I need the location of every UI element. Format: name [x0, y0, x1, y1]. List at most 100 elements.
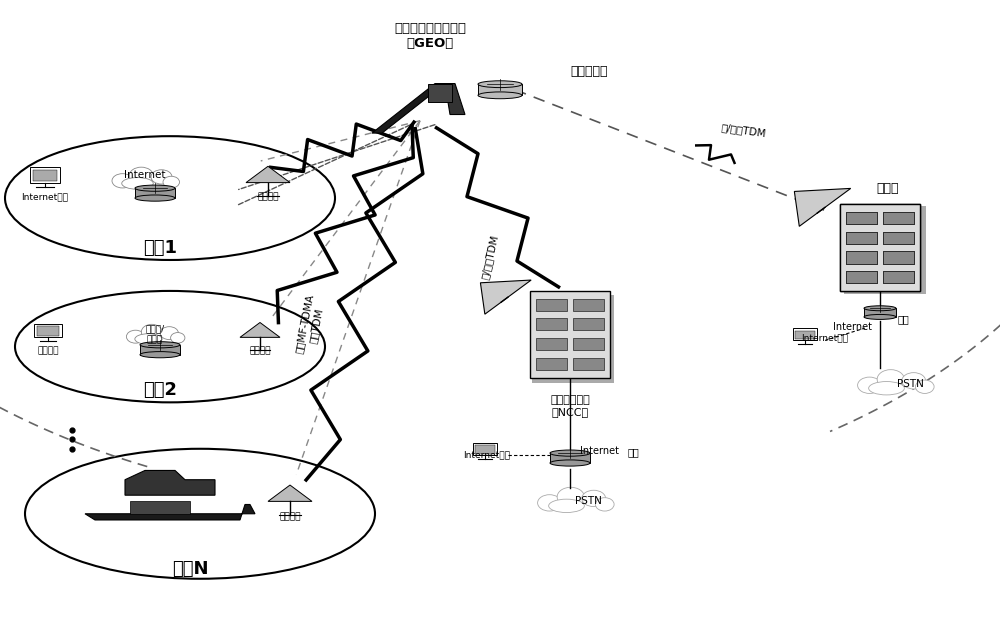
Bar: [536, 318, 567, 331]
Ellipse shape: [135, 185, 175, 191]
Bar: [34, 324, 62, 337]
Ellipse shape: [864, 306, 896, 311]
Text: 网关: 网关: [628, 447, 640, 457]
Bar: [883, 212, 914, 224]
Polygon shape: [794, 188, 851, 227]
Text: Internet用户: Internet用户: [802, 333, 848, 342]
Text: 波束2: 波束2: [143, 381, 177, 399]
Text: 上行MF-TDMA
下行TDM: 上行MF-TDMA 下行TDM: [294, 293, 326, 357]
Bar: [846, 271, 877, 284]
Polygon shape: [372, 84, 445, 133]
Bar: [883, 271, 914, 284]
Bar: [478, 84, 522, 95]
Text: 上/下行TDM: 上/下行TDM: [480, 233, 500, 280]
Ellipse shape: [135, 195, 175, 201]
Ellipse shape: [550, 450, 590, 456]
Bar: [840, 204, 920, 291]
Bar: [428, 84, 452, 102]
Bar: [846, 251, 877, 264]
Bar: [536, 338, 567, 350]
Bar: [793, 328, 817, 340]
Ellipse shape: [122, 178, 153, 189]
Polygon shape: [268, 485, 312, 501]
Ellipse shape: [550, 460, 590, 466]
Text: Internet用户: Internet用户: [22, 192, 68, 201]
Ellipse shape: [15, 291, 325, 402]
Polygon shape: [445, 84, 465, 115]
Bar: [573, 338, 604, 350]
Bar: [473, 443, 497, 455]
Ellipse shape: [25, 449, 375, 579]
Ellipse shape: [915, 380, 934, 394]
Ellipse shape: [140, 352, 180, 358]
Ellipse shape: [5, 136, 335, 260]
Bar: [864, 308, 896, 317]
Bar: [37, 326, 59, 336]
Bar: [573, 318, 604, 331]
Text: Internet: Internet: [833, 322, 872, 332]
Ellipse shape: [549, 499, 584, 513]
Bar: [846, 232, 877, 244]
Text: 用户设备: 用户设备: [37, 347, 59, 356]
Polygon shape: [240, 322, 280, 337]
Bar: [135, 188, 175, 198]
Bar: [475, 445, 495, 454]
Bar: [140, 345, 180, 355]
Bar: [846, 212, 877, 224]
Text: 网络控制中心
（NCC）: 网络控制中心 （NCC）: [550, 395, 590, 417]
Bar: [840, 204, 920, 291]
Bar: [30, 167, 60, 183]
Ellipse shape: [171, 332, 185, 343]
Ellipse shape: [582, 490, 606, 506]
Bar: [844, 206, 926, 294]
Ellipse shape: [864, 314, 896, 319]
Bar: [846, 212, 877, 224]
Ellipse shape: [135, 334, 162, 344]
Text: 波束1: 波束1: [143, 239, 177, 257]
Bar: [530, 291, 610, 378]
Polygon shape: [246, 167, 290, 183]
Bar: [846, 251, 877, 264]
Ellipse shape: [538, 495, 561, 511]
Bar: [536, 298, 567, 311]
Bar: [536, 358, 567, 370]
Polygon shape: [85, 504, 255, 520]
Bar: [883, 251, 914, 264]
Bar: [846, 271, 877, 284]
Text: 星载交换机: 星载交换机: [570, 64, 608, 78]
Ellipse shape: [478, 81, 522, 88]
Bar: [883, 232, 914, 244]
Bar: [883, 232, 914, 244]
Text: Internet: Internet: [580, 446, 619, 456]
Bar: [33, 170, 57, 181]
Ellipse shape: [902, 373, 926, 389]
Text: PSTN: PSTN: [897, 379, 923, 389]
Bar: [883, 251, 914, 264]
Bar: [532, 295, 614, 383]
Ellipse shape: [129, 167, 153, 184]
Text: 波束N: 波束N: [172, 560, 208, 578]
Ellipse shape: [112, 174, 133, 188]
Bar: [550, 453, 590, 463]
Text: 卫星终端: 卫星终端: [279, 513, 301, 522]
Text: Internet: Internet: [124, 170, 166, 180]
Ellipse shape: [595, 498, 614, 511]
Ellipse shape: [478, 92, 522, 99]
Ellipse shape: [877, 370, 904, 389]
Bar: [795, 331, 815, 339]
Text: 卫星终端: 卫星终端: [257, 192, 279, 201]
Bar: [846, 232, 877, 244]
Text: 宽带多媒体通信卫星
（GEO）: 宽带多媒体通信卫星 （GEO）: [394, 22, 466, 50]
Text: Internet用户: Internet用户: [463, 451, 510, 459]
Text: 上/下行TDM: 上/下行TDM: [720, 122, 766, 138]
Bar: [573, 298, 604, 311]
Polygon shape: [125, 470, 215, 495]
Ellipse shape: [141, 324, 162, 340]
Bar: [883, 271, 914, 284]
Text: PSTN: PSTN: [575, 496, 601, 506]
Ellipse shape: [140, 342, 180, 348]
Ellipse shape: [858, 377, 881, 394]
Bar: [573, 358, 604, 370]
Text: 网关: 网关: [898, 314, 910, 324]
Ellipse shape: [869, 381, 904, 395]
